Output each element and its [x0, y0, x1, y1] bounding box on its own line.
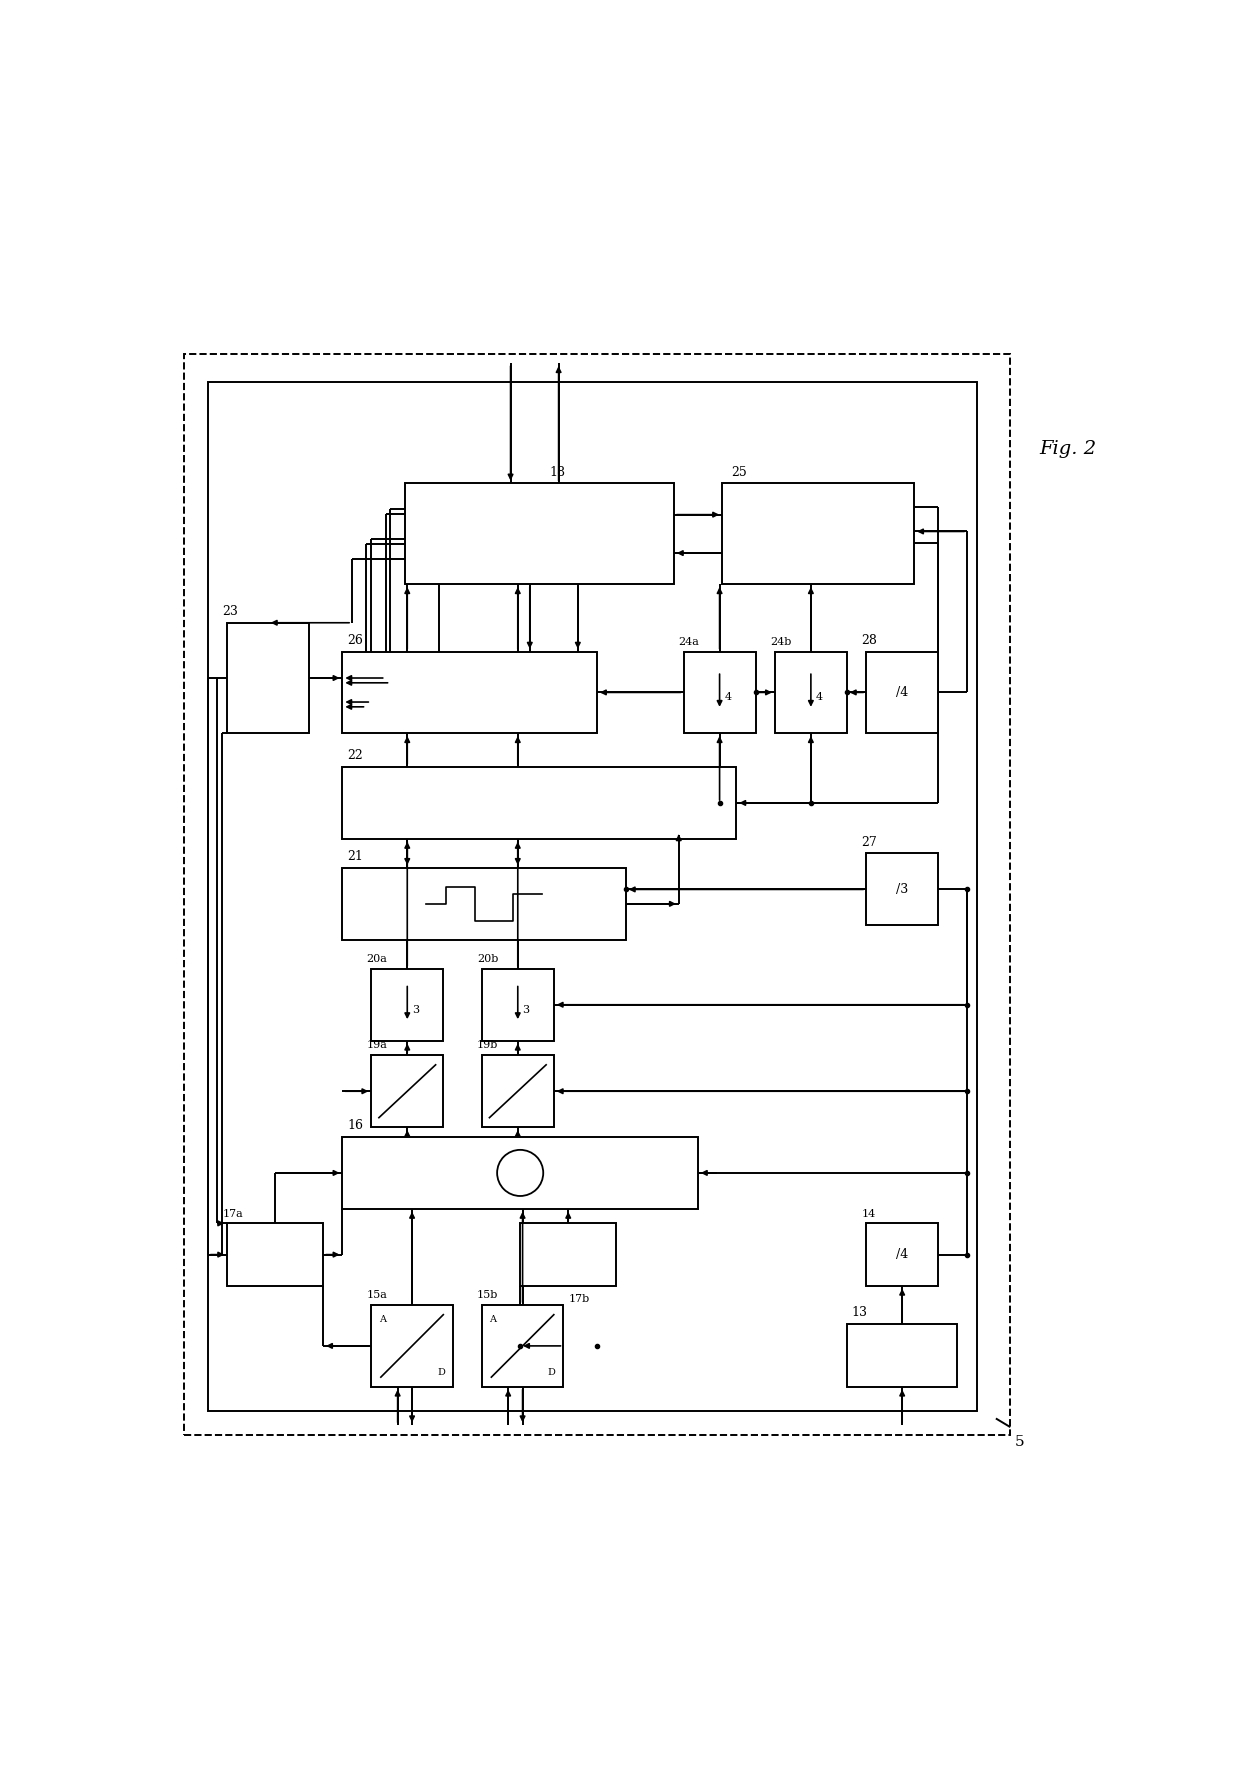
Text: 3: 3 — [412, 1005, 419, 1014]
Text: 28: 28 — [862, 634, 877, 646]
Bar — [342, 652, 596, 733]
Text: 19b: 19b — [477, 1040, 498, 1051]
Text: 20b: 20b — [477, 954, 498, 964]
Text: D: D — [438, 1369, 445, 1377]
Bar — [481, 1305, 563, 1386]
Bar — [481, 970, 554, 1040]
Text: /3: /3 — [897, 883, 909, 895]
Text: 17a: 17a — [222, 1208, 243, 1219]
Text: 4: 4 — [816, 692, 823, 703]
Bar — [227, 1224, 324, 1286]
Text: A: A — [490, 1314, 496, 1324]
Text: 18: 18 — [549, 466, 565, 479]
Text: 15b: 15b — [477, 1291, 498, 1300]
Text: 19a: 19a — [367, 1040, 387, 1051]
Text: Fig. 2: Fig. 2 — [1039, 440, 1096, 457]
Text: /4: /4 — [897, 1249, 909, 1261]
Bar — [342, 867, 626, 940]
Bar — [208, 383, 977, 1411]
Text: 3: 3 — [522, 1005, 529, 1014]
Text: 13: 13 — [852, 1307, 868, 1319]
Text: 24b: 24b — [770, 638, 791, 646]
Bar — [371, 1305, 453, 1386]
Bar — [404, 484, 675, 585]
Bar — [521, 1224, 616, 1286]
Text: 16: 16 — [347, 1120, 363, 1132]
Text: 23: 23 — [222, 606, 238, 618]
Bar — [227, 623, 309, 733]
Text: 4: 4 — [724, 692, 732, 703]
Text: 21: 21 — [347, 849, 363, 864]
Text: 14: 14 — [862, 1208, 875, 1219]
Bar — [847, 1324, 957, 1386]
Bar — [371, 970, 444, 1040]
Text: 25: 25 — [732, 466, 748, 479]
Bar — [866, 652, 939, 733]
Bar — [683, 652, 755, 733]
Text: 17b: 17b — [568, 1293, 589, 1303]
Text: /4: /4 — [897, 685, 909, 699]
Text: 20a: 20a — [367, 954, 387, 964]
Text: 5: 5 — [1016, 1434, 1024, 1448]
Bar — [775, 652, 847, 733]
Text: 26: 26 — [347, 634, 363, 646]
Bar — [184, 353, 1011, 1434]
Text: 24a: 24a — [678, 638, 699, 646]
Bar — [722, 484, 914, 585]
Bar — [342, 766, 737, 839]
Text: 27: 27 — [862, 835, 877, 849]
Text: 15a: 15a — [367, 1291, 387, 1300]
Bar — [371, 1056, 444, 1127]
Text: A: A — [379, 1314, 386, 1324]
Bar — [342, 1137, 698, 1210]
Bar — [481, 1056, 554, 1127]
Bar — [866, 1224, 939, 1286]
Bar — [866, 853, 939, 925]
Text: D: D — [548, 1369, 556, 1377]
Text: 22: 22 — [347, 749, 363, 763]
